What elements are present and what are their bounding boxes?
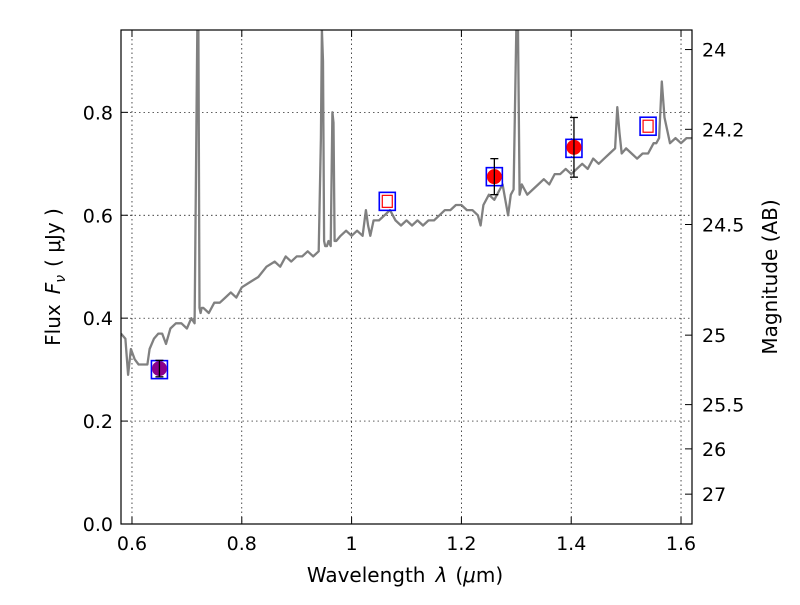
x-tick-label: 0.8 — [227, 533, 257, 555]
mag-tick-label: 24 — [702, 40, 726, 62]
model-inner-square — [381, 194, 393, 208]
mag-tick-label: 24.2 — [702, 119, 744, 141]
grid-lines — [121, 30, 692, 525]
y-tick-label: 0.0 — [83, 514, 113, 536]
y2-axis-title: Magnitude (AB) — [758, 199, 782, 354]
model-inner-square — [642, 119, 654, 133]
mag-tick-label: 25.5 — [702, 395, 744, 417]
x-tick-label: 0.6 — [117, 533, 147, 555]
y-axis-title: FluxFν( μJy ) — [41, 208, 69, 346]
y-tick-label: 0.8 — [83, 102, 113, 124]
y-tick-label: 0.6 — [83, 205, 113, 227]
y-tick-label: 0.4 — [83, 308, 113, 330]
marker-layer — [150, 116, 657, 380]
x-axis-title: Wavelength λ (μm) — [307, 563, 503, 587]
model-square — [639, 116, 657, 137]
x-tick-label: 1.2 — [446, 533, 476, 555]
plot-frame — [120, 29, 693, 525]
y-tick-label: 0.2 — [83, 411, 113, 433]
spectrum-line — [121, 30, 692, 376]
spectrum-layer — [121, 30, 692, 376]
ticks: 0.6 0.8 1 1.2 1.4 1.6 0.0 0.2 0.4 0.6 0.8 24 24.2 24.… — [83, 30, 744, 555]
x-tick-label: 1 — [346, 533, 358, 555]
mag-tick-label: 26 — [702, 439, 726, 461]
mag-tick-label: 24.5 — [702, 215, 744, 237]
x-tick-label: 1.4 — [556, 533, 586, 555]
x-tick-label: 1.6 — [666, 533, 696, 555]
mag-tick-label: 27 — [702, 484, 726, 506]
mag-tick-label: 25 — [702, 325, 726, 347]
model-square — [378, 191, 397, 212]
